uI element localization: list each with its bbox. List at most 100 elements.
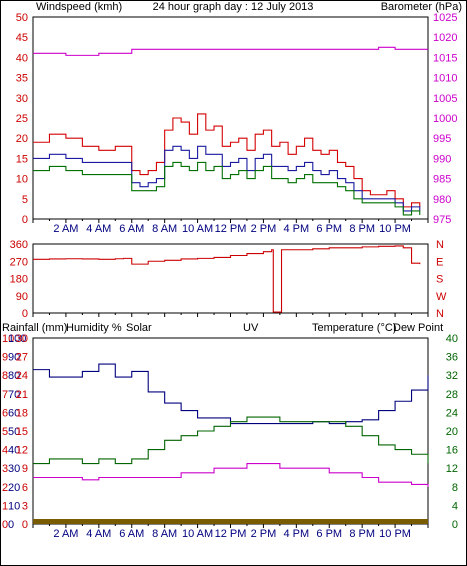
panel2-right-tick-label: S [436, 274, 443, 286]
panel1-left-tick-label: 45 [16, 32, 28, 44]
wind-gust-line [33, 113, 421, 208]
panel3-dewpoint-label: Dew Point [393, 322, 443, 334]
panel3-temp-tick-label: 12 [446, 463, 458, 475]
panel3-solar-tick-label: 0 [22, 519, 28, 531]
panel3-x-tick-label: 4 PM [283, 528, 309, 540]
humidity-line [33, 363, 429, 425]
panel3-x-tick-label: 8 AM [152, 528, 177, 540]
panel1-right-tick-label: 980 [433, 194, 451, 206]
panel3-solar-tick-label: 6 [22, 482, 28, 494]
panel3-rain-tick-label: 0 [2, 519, 8, 531]
panel2-left-tick-label: 90 [16, 291, 28, 303]
panel2-left-tick-label: 180 [10, 274, 28, 286]
panel1-left-tick-label: 10 [16, 174, 28, 186]
wind-barometer-panel: 2 AM 4 AM 6 AM 8 AM 10 AM 12 PM 2 PM 4 PM 6 PM 8 … [16, 12, 458, 235]
panel3-solar-tick-label: 24 [16, 370, 28, 382]
panel2-left-tick-label: 360 [10, 239, 28, 251]
panel2-right-tick-label: W [436, 291, 447, 303]
panel3-temp-tick-label: 24 [446, 407, 458, 419]
panel2-right-tick-label: N [436, 239, 444, 251]
panel2-plot-frame [32, 243, 429, 314]
panel3-temp-tick-label: 28 [446, 389, 458, 401]
panel1-right-tick-label: 985 [433, 174, 451, 186]
panel1-left-tick-label: 5 [22, 194, 28, 206]
panel1-right-tick-label: 1015 [433, 52, 457, 64]
panel1-left-tick-label: 50 [16, 12, 28, 24]
panel1-x-tick-label: 2 PM [251, 223, 277, 235]
panel3-humidity-tick-label: 70 [8, 389, 20, 401]
panel3-x-tick-label: 2 AM [53, 528, 78, 540]
panel3-temp-tick-label: 4 [452, 500, 458, 512]
panel3-solar-label: Solar [126, 322, 152, 334]
panel3-solar-tick-label: 21 [16, 389, 28, 401]
panel1-right-tick-label: 995 [433, 133, 451, 145]
panel3-rain-tick-label: 8 [2, 370, 8, 382]
panel1-x-tick-label: 6 PM [316, 223, 342, 235]
panel1-x-tick-label: 10 PM [379, 223, 411, 235]
panel1-left-tick-label: 15 [16, 153, 28, 165]
panel1-right-tick-label: 1025 [433, 12, 457, 24]
panel3-humidity-tick-label: 0 [8, 519, 14, 531]
panel1-x-tick-label: 10 AM [182, 223, 213, 235]
panel1-plot-frame [32, 16, 429, 220]
panel1-left-tick-label: 20 [16, 133, 28, 145]
panel3-humidity-tick-label: 40 [8, 445, 20, 457]
panel1-right-tick-label: 990 [433, 153, 451, 165]
panel3-humidity-label: Humidity % [66, 322, 122, 334]
panel2-left-tick-label: 0 [22, 308, 28, 320]
panel3-x-tick-label: 10 PM [379, 528, 411, 540]
panel3-solar-tick-label: 9 [22, 463, 28, 475]
panel3-x-tick-label: 10 AM [182, 528, 213, 540]
panel1-left-tick-label: 30 [16, 93, 28, 105]
panel3-uv-label: UV [243, 322, 259, 334]
panel3-humidity-tick-label: 10 [8, 500, 20, 512]
panel3-rain-label: Rainfall (mm) [2, 322, 67, 334]
panel3-x-tick-label: 8 PM [349, 528, 375, 540]
panel3-solar-tick-label: 15 [16, 426, 28, 438]
panel1-left-tick-label: 25 [16, 113, 28, 125]
panel3-solar-tick-label: 3 [22, 500, 28, 512]
panel3-humidity-tick-label: 30 [8, 463, 20, 475]
panel1-right-tick-label: 1020 [433, 32, 457, 44]
panel3-rain-tick-label: 10 [2, 333, 14, 345]
panel2-left-tick-label: 270 [10, 256, 28, 268]
panel1-right-tick-label: 1010 [433, 73, 457, 85]
panel3-x-tick-label: 12 PM [215, 528, 247, 540]
wind-direction-line [33, 245, 421, 313]
panel1-x-tick-label: 4 PM [283, 223, 309, 235]
panel3-rain-tick-label: 7 [2, 389, 8, 401]
panel3-x-tick-label: 4 AM [86, 528, 111, 540]
panel3-x-tick-label: 6 AM [119, 528, 144, 540]
panel3-temp-tick-label: 0 [452, 519, 458, 531]
panel3-rain-tick-label: 9 [2, 352, 8, 364]
panel3-temp-tick-label: 20 [446, 426, 458, 438]
panel3-temp-tick-label: 32 [446, 370, 458, 382]
panel3-solar-tick-label: 12 [16, 445, 28, 457]
panel1-left-tick-label: 0 [22, 214, 28, 226]
panel3-humidity-tick-label: 90 [8, 352, 20, 364]
panel3-rain-tick-label: 1 [2, 500, 8, 512]
panel3-x-tick-label: 6 PM [316, 528, 342, 540]
panel3-temperature-label: Temperature (°C) [312, 322, 396, 334]
barometer-line [33, 46, 428, 56]
dewpoint-line [33, 463, 429, 487]
temperature-line [33, 416, 429, 465]
panel1-right-tick-label: 975 [433, 214, 451, 226]
panel1-left-tick-label: 35 [16, 73, 28, 85]
rainfall-bar [33, 519, 428, 524]
panel1-x-tick-label: 12 PM [215, 223, 247, 235]
panel3-humidity-tick-label: 80 [8, 370, 20, 382]
panel3-humidity-tick-label: 50 [8, 426, 20, 438]
panel3-solar-tick-label: 18 [16, 407, 28, 419]
panel1-x-tick-label: 2 AM [53, 223, 78, 235]
panel1-left-tick-label: 40 [16, 52, 28, 64]
panel3-x-tick-label: 2 PM [251, 528, 277, 540]
temperature-humidity-panel: 2 AM 4 AM 6 AM 8 AM 10 AM 12 PM 2 PM 4 PM 6 PM 8 … [2, 333, 458, 540]
panel3-humidity-tick-label: 100 [8, 333, 26, 345]
panel2-right-tick-label: N [436, 308, 444, 320]
panel3-temp-tick-label: 8 [452, 482, 458, 494]
wind-speed-line [33, 161, 421, 216]
panel1-left-axis-label: Windspeed (kmh) [36, 1, 122, 13]
panel3-rain-tick-label: 3 [2, 463, 8, 475]
panel1-x-tick-label: 8 AM [152, 223, 177, 235]
